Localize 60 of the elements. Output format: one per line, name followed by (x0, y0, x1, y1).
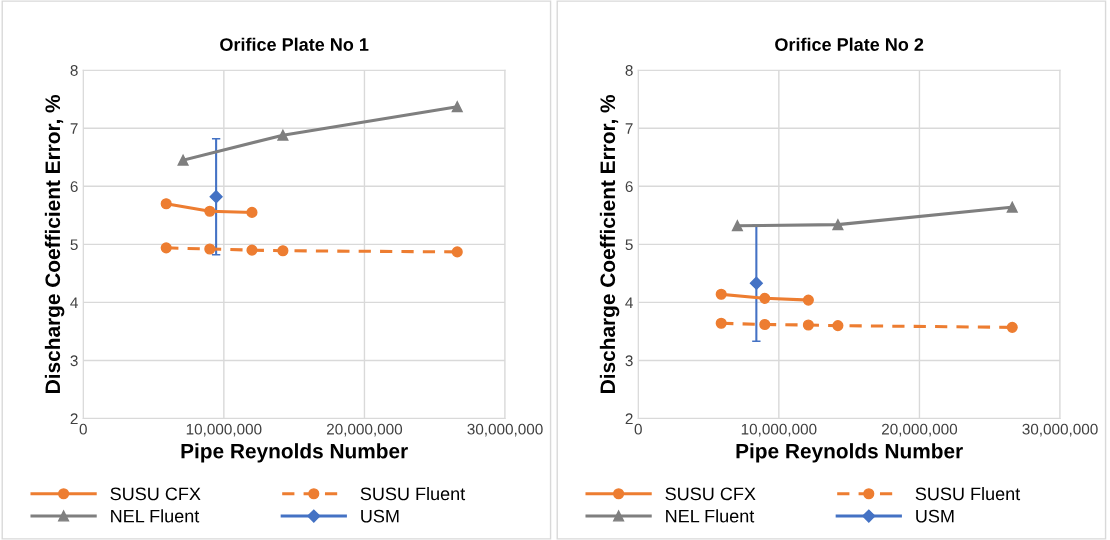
point (160, 198, 172, 210)
y-axis-title: Discharge Coefficient Error, % (44, 94, 65, 393)
point (1006, 321, 1018, 333)
point (204, 243, 216, 255)
y-tick-label: 5 (625, 239, 633, 251)
legend-label: SUSU CFX (665, 487, 756, 501)
y-tick-label: 6 (625, 181, 633, 192)
legend-label: SUSU Fluent (360, 487, 466, 501)
point (802, 294, 814, 306)
legend-label: NEL Fluent (111, 509, 200, 523)
point (832, 320, 844, 332)
x-tick-label: 0 (79, 423, 87, 435)
y-tick-label: 8 (625, 65, 633, 76)
y-tick-label: 7 (70, 123, 78, 134)
y-tick-label: 2 (625, 413, 633, 425)
point (715, 288, 727, 300)
y-tick-label: 7 (625, 123, 633, 134)
x-tick-label: 10,000,000 (741, 423, 817, 437)
x-tick-label: 20,000,000 (881, 423, 958, 437)
point (277, 129, 289, 141)
x-axis-title: Pipe Reynolds Number (181, 443, 408, 463)
point (209, 190, 223, 204)
point (802, 319, 814, 331)
x-axis-title: Pipe Reynolds Number (736, 443, 963, 463)
y-tick-label: 4 (625, 297, 633, 308)
point (731, 220, 743, 232)
legend-label: SUSU CFX (110, 487, 201, 501)
point (759, 318, 771, 331)
legend-label: SUSU Fluent (915, 487, 1021, 501)
chart-title: Orifice Plate No 1 (220, 37, 369, 51)
x-tick-label: 0 (634, 423, 642, 435)
y-tick-label: 8 (70, 65, 78, 76)
point (715, 317, 727, 329)
point (749, 276, 763, 290)
point (246, 206, 258, 218)
x-tick-label: 20,000,000 (326, 423, 403, 437)
legend-label: USM (916, 509, 954, 523)
point (160, 242, 172, 254)
chart-title: Orifice Plate No 2 (775, 37, 924, 51)
point (204, 205, 216, 217)
y-tick-label: 2 (70, 413, 78, 425)
point (277, 245, 289, 257)
x-tick-label: 30,000,000 (1022, 423, 1098, 437)
legend-label: USM (361, 509, 399, 523)
y-tick-label: 3 (70, 355, 78, 367)
point (451, 246, 463, 258)
x-tick-label: 30,000,000 (467, 423, 543, 437)
y-tick-label: 3 (625, 355, 633, 367)
point (832, 219, 844, 231)
point (451, 101, 463, 113)
y-tick-label: 4 (70, 297, 78, 308)
point (177, 154, 189, 166)
point (759, 292, 771, 304)
y-tick-label: 5 (70, 239, 78, 251)
y-tick-label: 6 (70, 181, 78, 192)
point (1006, 201, 1018, 213)
legend-label: NEL Fluent (666, 509, 755, 523)
x-tick-label: 10,000,000 (186, 423, 262, 437)
point (246, 244, 258, 256)
y-axis-title: Discharge Coefficient Error, % (599, 94, 620, 393)
